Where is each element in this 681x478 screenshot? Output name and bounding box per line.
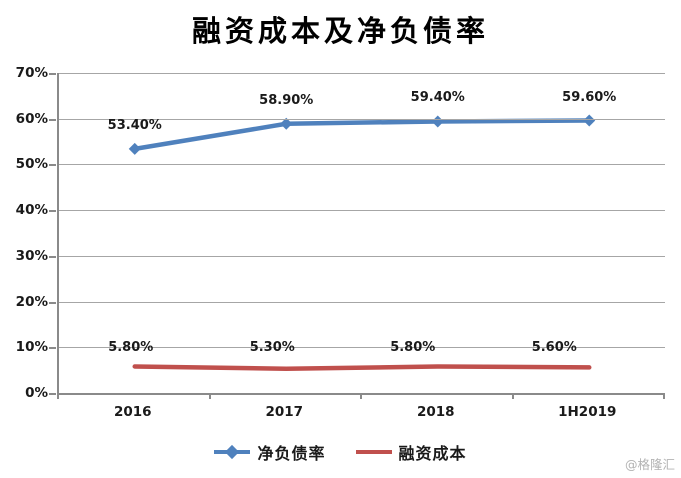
watermark: @格隆汇 bbox=[624, 457, 675, 472]
x-axis-label: 2018 bbox=[416, 404, 455, 420]
y-axis-tick bbox=[49, 164, 56, 167]
y-axis-tick bbox=[49, 210, 56, 213]
x-axis-tick bbox=[57, 393, 59, 399]
y-axis-label: 50% bbox=[15, 156, 48, 173]
y-axis-label: 20% bbox=[15, 293, 48, 310]
y-axis-tick bbox=[49, 255, 56, 258]
x-axis-tick bbox=[511, 393, 514, 399]
y-axis-label: 0% bbox=[25, 385, 48, 401]
financing-cost-line-icon bbox=[355, 450, 392, 454]
gridline bbox=[59, 73, 665, 74]
data-label: 59.40% bbox=[410, 90, 465, 106]
data-label: 5.80% bbox=[108, 340, 154, 355]
data-label: 58.90% bbox=[259, 92, 314, 108]
data-label: 59.60% bbox=[562, 89, 617, 105]
gridline bbox=[59, 118, 665, 120]
diamond-marker bbox=[128, 142, 141, 155]
x-axis-tick bbox=[208, 393, 211, 399]
gridline bbox=[59, 301, 665, 303]
data-label: 5.60% bbox=[531, 340, 577, 355]
legend-item-net-gearing[interactable]: 净负债率 bbox=[214, 440, 325, 464]
y-axis-label: 70% bbox=[15, 65, 48, 81]
gridline bbox=[59, 347, 665, 349]
series-plot-svg bbox=[128, 114, 596, 372]
net-gearing-line-icon bbox=[214, 444, 251, 460]
gridline bbox=[59, 210, 665, 212]
y-axis-label: 60% bbox=[15, 110, 48, 127]
x-axis-label: 1H2019 bbox=[558, 404, 617, 420]
legend-item-financing-cost[interactable]: 融资成本 bbox=[355, 440, 467, 464]
x-axis-label: 2017 bbox=[265, 404, 304, 420]
diamond-marker bbox=[280, 117, 293, 130]
x-axis-tick bbox=[360, 393, 362, 399]
x-axis-tick bbox=[663, 393, 665, 399]
diamond-marker bbox=[431, 115, 444, 128]
y-axis-tick bbox=[49, 118, 56, 121]
y-axis-tick bbox=[49, 393, 56, 395]
data-label: 5.30% bbox=[249, 340, 295, 355]
gridline bbox=[59, 255, 665, 257]
legend-label-financing-cost: 融资成本 bbox=[398, 444, 467, 463]
legend: 净负债率 融资成本 bbox=[0, 440, 681, 464]
net-gearing-line bbox=[132, 118, 592, 152]
x-axis-label: 2016 bbox=[113, 404, 152, 420]
data-label: 53.40% bbox=[107, 117, 162, 133]
chart-title: 融资成本及净负债率 bbox=[191, 14, 489, 48]
diamond-marker bbox=[583, 114, 596, 127]
y-axis-label: 40% bbox=[15, 202, 48, 219]
y-axis-tick bbox=[49, 347, 56, 350]
gridline bbox=[59, 164, 665, 166]
y-axis-tick bbox=[49, 301, 56, 304]
legend-label-net-gearing: 净负债率 bbox=[257, 444, 326, 463]
plot-area: 53.40% 58.90% 59.40% 59.60% 5.80% 5.30% 5.80% 5… bbox=[57, 73, 665, 395]
financing-cost-line bbox=[132, 364, 592, 372]
y-axis-label: 10% bbox=[15, 339, 48, 356]
y-axis-label: 30% bbox=[15, 247, 48, 264]
data-label: 5.80% bbox=[390, 340, 436, 355]
y-axis-tick bbox=[49, 73, 56, 75]
diamond-marker-icon bbox=[225, 444, 240, 460]
